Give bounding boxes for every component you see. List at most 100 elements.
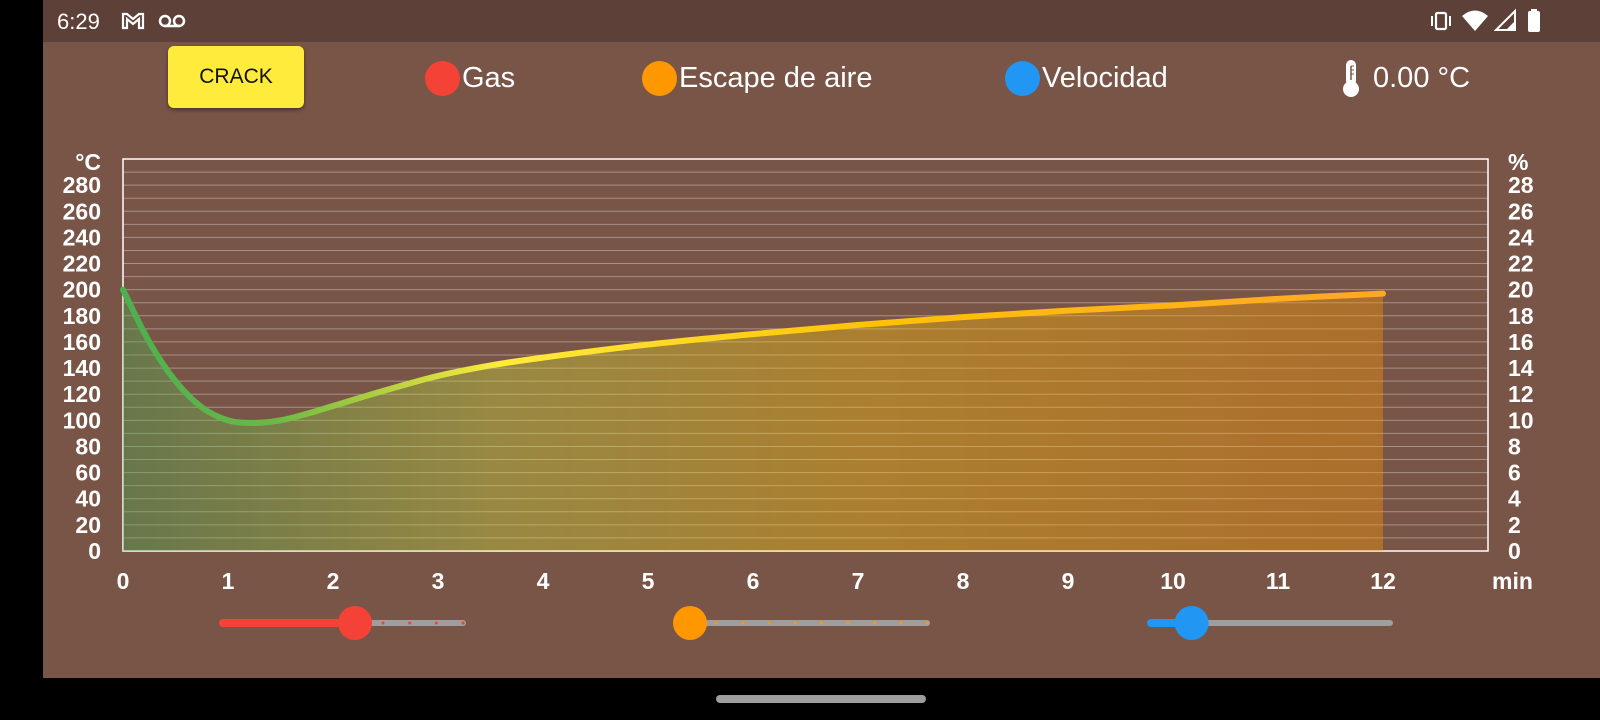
slider-thumb [338, 606, 372, 640]
roast-profile-screen: CRACK Gas Escape de aire Velocidad 0.00 … [43, 42, 1600, 678]
slider-tick [714, 621, 718, 625]
x-axis-unit: min [1492, 568, 1533, 594]
legend-gas: Gas [425, 60, 515, 96]
x-tick-label: 5 [642, 568, 655, 594]
legend-air-escape-label: Escape de aire [679, 61, 873, 94]
x-tick-label: 11 [1266, 568, 1291, 594]
series-line [120, 286, 1386, 426]
y-right-axis-unit: % [1508, 149, 1528, 175]
y-right-tick-label: 14 [1508, 355, 1534, 381]
x-tick-label: 7 [852, 568, 865, 594]
slider-tick [899, 621, 903, 625]
legend-air-escape: Escape de aire [642, 60, 872, 96]
y-right-tick-label: 22 [1508, 251, 1534, 277]
slider-tick [408, 621, 412, 625]
x-tick-label: 0 [117, 568, 130, 594]
navigation-bar [0, 678, 1600, 720]
y-left-tick-label: 180 [63, 303, 101, 329]
air-escape-color-dot [642, 60, 677, 96]
speed-color-dot [1005, 60, 1040, 96]
y-right-tick-label: 12 [1508, 381, 1534, 407]
y-right-tick-label: 16 [1508, 329, 1534, 355]
legend-speed: Velocidad [1005, 60, 1168, 96]
slider-tick [820, 621, 824, 625]
y-left-tick-label: 120 [63, 381, 101, 407]
slider-tick [741, 621, 745, 625]
status-time: 6:29 [57, 9, 100, 34]
slider-thumb [1174, 606, 1209, 640]
series-area [123, 289, 1383, 551]
speed-slider[interactable] [1147, 606, 1393, 640]
x-tick-label: 4 [537, 568, 550, 594]
slider-tick [248, 621, 252, 625]
y-right-tick-label: 26 [1508, 198, 1534, 224]
y-right-tick-label: 4 [1508, 486, 1521, 512]
y-left-tick-label: 20 [75, 512, 101, 538]
y-right-tick-label: 8 [1508, 433, 1521, 459]
slider-tick [381, 621, 385, 625]
gas-slider[interactable] [219, 606, 466, 640]
legend-speed-label: Velocidad [1042, 61, 1168, 94]
y-right-tick-label: 10 [1508, 407, 1534, 433]
home-gesture-handle[interactable] [716, 695, 926, 703]
gas-color-dot [425, 60, 460, 96]
slider-tick [925, 621, 929, 625]
y-left-tick-label: 240 [63, 224, 101, 250]
wifi-icon [1462, 10, 1488, 31]
slider-thumb [673, 606, 707, 640]
legend-gas-label: Gas [462, 61, 516, 94]
x-tick-label: 10 [1160, 568, 1186, 594]
y-right-tick-label: 2 [1508, 512, 1521, 538]
slider-tick [274, 621, 278, 625]
voicemail-icon [158, 14, 186, 28]
y-left-axis-unit: °C [75, 149, 101, 175]
control-sliders [219, 606, 1393, 640]
y-left-tick-label: 260 [63, 198, 101, 224]
battery-icon [1528, 9, 1540, 32]
air-escape-slider[interactable] [673, 606, 930, 640]
slider-tick [221, 621, 225, 625]
y-left-tick-label: 60 [75, 460, 101, 486]
y-left-tick-label: 80 [75, 433, 101, 459]
x-tick-label: 12 [1370, 568, 1396, 594]
slider-tick [872, 621, 876, 625]
slider-tick [767, 621, 771, 625]
slider-tick [846, 621, 850, 625]
thermometer-icon [1343, 60, 1359, 97]
crack-button[interactable]: CRACK [168, 46, 304, 108]
y-left-tick-label: 220 [63, 251, 101, 277]
roast-chart: 020406080100120140160180200220240260280 … [63, 149, 1534, 594]
status-bar: 6:29 [43, 0, 1600, 42]
x-tick-label: 9 [1062, 568, 1075, 594]
y-left-tick-label: 200 [63, 277, 101, 303]
y-left-tick-label: 0 [88, 538, 101, 564]
x-axis: 0 1 2 3 4 5 6 7 8 9 10 11 12 [117, 568, 1396, 594]
x-tick-label: 2 [327, 568, 340, 594]
x-tick-label: 1 [222, 568, 235, 594]
temperature-readout: 0.00 °C [1339, 58, 1470, 98]
y-right-tick-label: 6 [1508, 460, 1521, 486]
vibrate-icon [1431, 11, 1451, 31]
y-left-tick-label: 40 [75, 486, 101, 512]
y-left-tick-label: 160 [63, 329, 101, 355]
slider-tick [434, 621, 438, 625]
y-right-tick-label: 18 [1508, 303, 1534, 329]
slider-tick [301, 621, 305, 625]
x-tick-label: 8 [957, 568, 970, 594]
y-right-tick-label: 24 [1508, 224, 1534, 250]
slider-tick [793, 621, 797, 625]
y-left-tick-label: 140 [63, 355, 101, 381]
y-right-tick-label: 0 [1508, 538, 1521, 564]
y-left-tick-label: 100 [63, 407, 101, 433]
signal-icon [1494, 8, 1516, 31]
x-tick-label: 6 [747, 568, 760, 594]
y-right-tick-label: 20 [1508, 277, 1534, 303]
x-tick-label: 3 [432, 568, 445, 594]
y-left-tick-label: 280 [63, 172, 101, 198]
y-right-tick-label: 28 [1508, 172, 1534, 198]
gmail-icon [121, 12, 145, 30]
slider-tick [328, 621, 332, 625]
slider-tick [461, 621, 465, 625]
